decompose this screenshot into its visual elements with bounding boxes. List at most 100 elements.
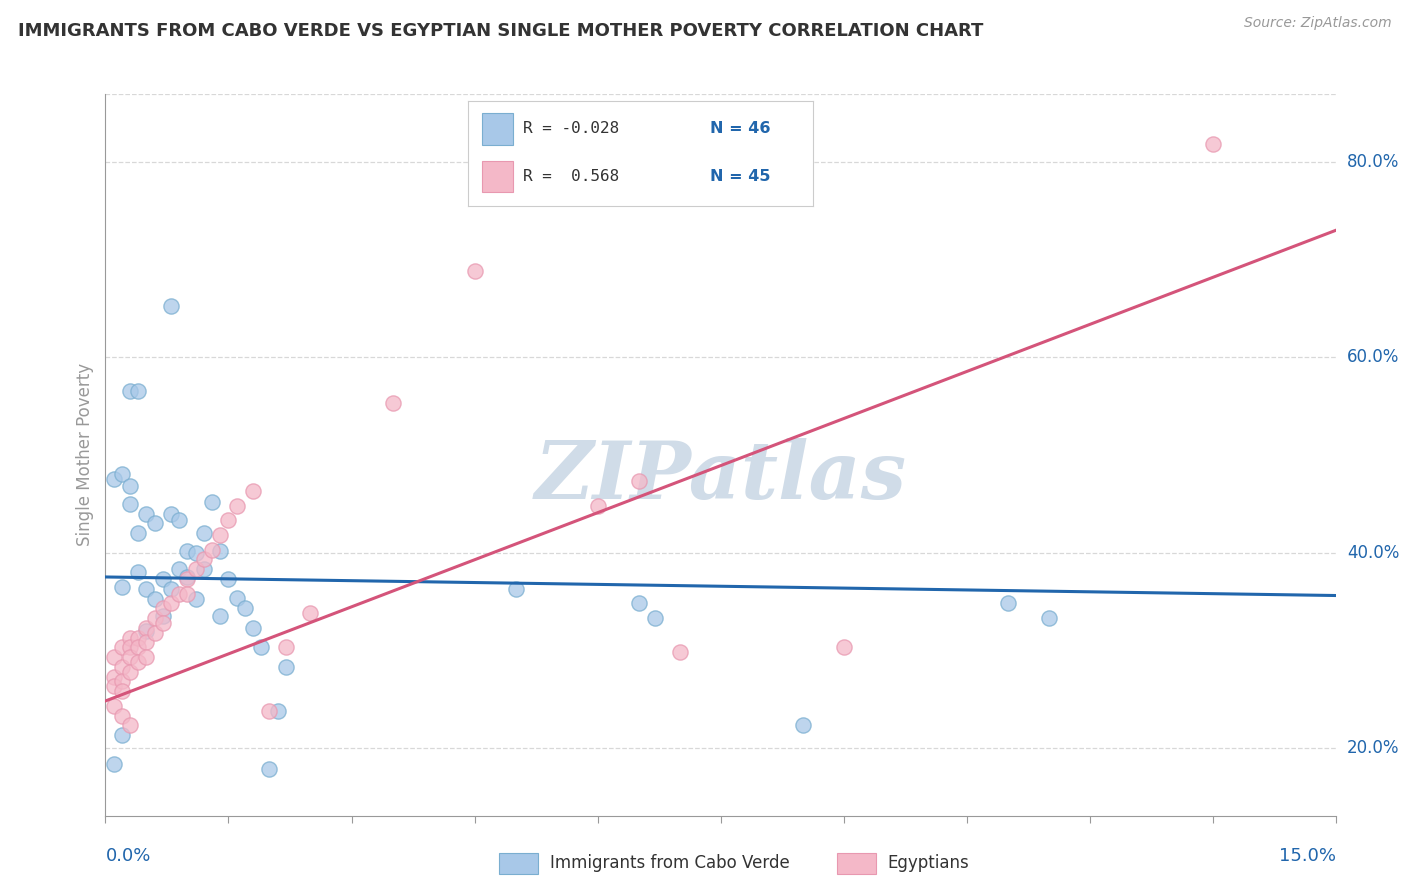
Point xyxy=(103,679,125,693)
Point xyxy=(135,650,157,665)
Point xyxy=(201,495,224,509)
Text: 40.0%: 40.0% xyxy=(1347,543,1399,562)
Text: 60.0%: 60.0% xyxy=(1347,348,1399,367)
Point xyxy=(586,499,609,513)
Point xyxy=(103,698,125,713)
Point xyxy=(1038,611,1060,625)
Text: Source: ZipAtlas.com: Source: ZipAtlas.com xyxy=(1244,16,1392,30)
Point xyxy=(193,526,215,541)
Point xyxy=(111,660,134,674)
Point xyxy=(250,640,273,655)
Point xyxy=(644,611,666,625)
Point xyxy=(169,586,191,600)
Point xyxy=(103,472,125,486)
Point xyxy=(135,621,157,635)
Point xyxy=(792,718,814,732)
Point xyxy=(160,582,183,596)
Point xyxy=(103,650,125,665)
Point xyxy=(127,384,149,399)
Point xyxy=(135,582,157,596)
Point xyxy=(160,507,183,521)
Point xyxy=(152,572,174,586)
Point xyxy=(218,513,240,527)
Point xyxy=(209,528,232,542)
Point xyxy=(176,586,198,600)
Text: Egyptians: Egyptians xyxy=(887,855,969,872)
Point xyxy=(111,640,134,655)
Point xyxy=(218,572,240,586)
Point xyxy=(267,704,290,718)
Point xyxy=(259,704,281,718)
Point xyxy=(103,669,125,683)
Point xyxy=(184,592,207,607)
Point xyxy=(242,621,264,635)
Point xyxy=(169,513,191,527)
Point xyxy=(120,497,141,511)
Point xyxy=(120,640,141,655)
Point xyxy=(299,606,322,620)
Text: 15.0%: 15.0% xyxy=(1278,847,1336,864)
Point xyxy=(209,543,232,558)
Text: 0.0%: 0.0% xyxy=(105,847,150,864)
Point xyxy=(184,545,207,559)
Point xyxy=(832,640,855,655)
Point xyxy=(120,384,141,399)
Point xyxy=(127,655,149,669)
Point xyxy=(274,660,297,674)
Point xyxy=(127,526,149,541)
Point xyxy=(193,562,215,576)
Point xyxy=(111,580,134,594)
Point xyxy=(201,542,224,557)
Point xyxy=(160,596,183,610)
Point xyxy=(143,516,166,531)
Point xyxy=(143,592,166,607)
Point xyxy=(135,635,157,649)
Point xyxy=(505,582,527,596)
Point xyxy=(120,665,141,679)
Point xyxy=(176,570,198,584)
Point xyxy=(169,562,191,576)
Point xyxy=(111,684,134,698)
Point xyxy=(135,507,157,521)
Point xyxy=(225,499,247,513)
Point xyxy=(120,479,141,493)
Point xyxy=(225,591,247,606)
Text: IMMIGRANTS FROM CABO VERDE VS EGYPTIAN SINGLE MOTHER POVERTY CORRELATION CHART: IMMIGRANTS FROM CABO VERDE VS EGYPTIAN S… xyxy=(18,22,984,40)
Point xyxy=(233,601,256,615)
Point xyxy=(127,640,149,655)
Point xyxy=(381,396,404,410)
Point xyxy=(274,640,297,655)
Point xyxy=(127,631,149,645)
Point xyxy=(209,609,232,624)
Point xyxy=(1202,137,1225,152)
Point xyxy=(135,624,157,638)
Point xyxy=(111,674,134,689)
Point xyxy=(103,757,125,772)
Point xyxy=(193,552,215,566)
Point xyxy=(242,483,264,498)
Text: ZIPatlas: ZIPatlas xyxy=(534,438,907,516)
Point xyxy=(259,762,281,776)
Point xyxy=(668,645,690,659)
Point xyxy=(111,467,134,482)
Point xyxy=(160,299,183,313)
Point xyxy=(464,264,486,278)
Point xyxy=(120,718,141,732)
Y-axis label: Single Mother Poverty: Single Mother Poverty xyxy=(76,363,94,547)
Point xyxy=(152,609,174,624)
Text: 80.0%: 80.0% xyxy=(1347,153,1399,171)
Point xyxy=(111,708,134,723)
Point xyxy=(997,596,1019,610)
Point xyxy=(127,565,149,579)
Point xyxy=(184,562,207,576)
Point xyxy=(152,601,174,615)
Point xyxy=(627,596,650,610)
Point xyxy=(120,631,141,645)
Text: Immigrants from Cabo Verde: Immigrants from Cabo Verde xyxy=(550,855,790,872)
Point xyxy=(143,625,166,640)
Point xyxy=(120,650,141,665)
Text: 20.0%: 20.0% xyxy=(1347,739,1399,756)
Point xyxy=(627,475,650,489)
Point xyxy=(111,728,134,742)
Point xyxy=(176,543,198,558)
